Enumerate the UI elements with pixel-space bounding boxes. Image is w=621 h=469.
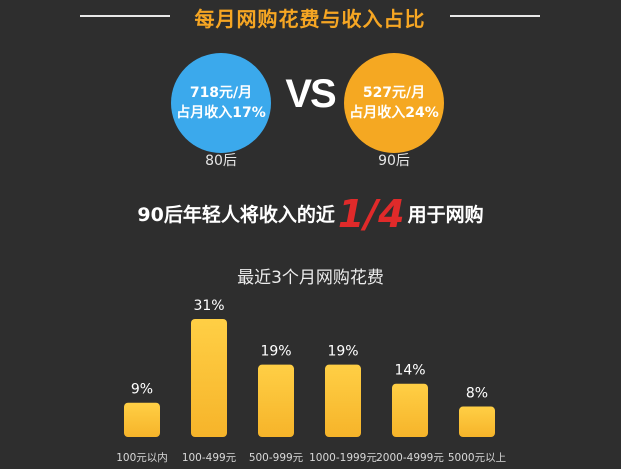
category-label-0: 100元以内: [116, 451, 168, 464]
bar-2: [258, 364, 294, 437]
statement-fraction: 1/4: [337, 192, 405, 236]
category-label-4: 2000-4999元: [376, 452, 444, 464]
bar-value-label-3: 19%: [327, 344, 358, 360]
circle-90s-share: 占月收入24%: [349, 105, 439, 121]
bar-value-label-4: 14%: [394, 363, 425, 379]
vs-label: VS: [285, 72, 336, 116]
bar-3: [325, 364, 361, 437]
category-label-1: 100-499元: [182, 452, 237, 464]
statement-before: 90后年轻人将收入的近: [137, 204, 335, 226]
chart-title: 最近3个月网购花费: [237, 268, 384, 288]
header-rule-right: [450, 15, 540, 17]
header: 每月网购花费与收入占比: [0, 0, 621, 32]
category-label-2: 500-999元: [249, 452, 304, 464]
generation-80s-label: 80后: [205, 153, 237, 169]
category-label-5: 5000元以上: [448, 452, 506, 464]
key-statement: 90后年轻人将收入的近1/4 用于网购: [100, 192, 521, 236]
generation-90s-label: 90后: [378, 153, 410, 169]
statement-after: 用于网购: [407, 204, 484, 226]
header-rule-left: [80, 15, 170, 17]
bar-value-label-5: 8%: [466, 386, 488, 402]
bar-value-label-0: 9%: [131, 382, 153, 398]
page-title: 每月网购花费与收入占比: [194, 7, 426, 31]
bar-4: [392, 383, 428, 437]
circle-80s: 718元/月 占月收入17%: [171, 53, 271, 153]
bar-0: [124, 402, 160, 437]
bar-value-label-1: 31%: [193, 298, 224, 314]
bar-value-label-2: 19%: [260, 344, 291, 360]
category-label-3: 1000-1999元: [309, 452, 377, 464]
circle-90s-amount: 527元/月: [362, 85, 426, 101]
circle-80s-share: 占月收入17%: [176, 105, 266, 121]
bar-1: [191, 319, 227, 437]
circle-80s-amount: 718元/月: [189, 85, 253, 101]
circle-90s: 527元/月 占月收入24%: [344, 53, 444, 153]
bar-5: [459, 406, 495, 437]
